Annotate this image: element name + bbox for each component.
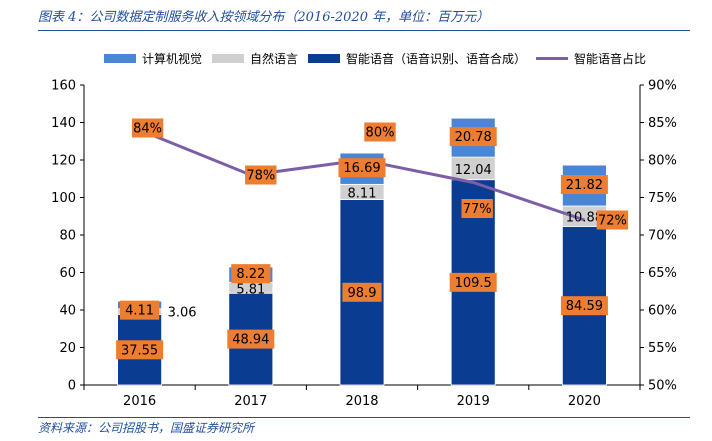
- data-label-voice-box: [227, 329, 275, 349]
- y-left-tick-label: 160: [51, 79, 76, 94]
- data-label-cv: 16.69: [343, 161, 380, 176]
- data-label-cv-box: [449, 127, 497, 147]
- data-label-voice: 37.55: [121, 343, 158, 358]
- data-label-share: 78%: [246, 169, 275, 184]
- y-right-tick-label: 75%: [648, 191, 677, 206]
- data-label-nlp: 10.88: [566, 211, 603, 226]
- x-tick-label: 2018: [345, 394, 378, 409]
- y-left-tick-label: 0: [68, 379, 76, 394]
- data-label-nlp: 5.81: [236, 282, 265, 297]
- data-label-share-box: [364, 122, 396, 142]
- data-label-cv-box: [231, 264, 271, 284]
- data-label-share: 80%: [366, 126, 395, 141]
- chart-title: 图表 4：公司数据定制服务收入按领域分布（2016-2020 年，单位：百万元）: [38, 10, 490, 25]
- data-label-voice: 84.59: [566, 299, 603, 314]
- legend-swatch: [308, 54, 341, 63]
- data-label-share: 77%: [463, 202, 492, 217]
- data-label-nlp: 3.06: [168, 305, 197, 320]
- x-tick-label: 2017: [234, 394, 267, 409]
- data-label-cv-box: [120, 300, 160, 320]
- data-label-voice: 109.5: [455, 276, 492, 291]
- legend-swatch: [104, 54, 136, 63]
- data-label-share: 84%: [133, 122, 162, 137]
- y-right-tick-label: 90%: [648, 79, 677, 94]
- data-label-share: 72%: [598, 214, 627, 229]
- data-label-nlp: 8.11: [348, 186, 377, 201]
- data-label-share-box: [245, 165, 277, 185]
- data-label-voice-box: [449, 272, 497, 292]
- x-tick-label: 2020: [568, 394, 601, 409]
- data-label-voice: 48.94: [232, 333, 269, 348]
- data-label-share-box: [461, 199, 493, 218]
- data-label-cv-box: [560, 175, 608, 195]
- y-right-tick-label: 70%: [648, 229, 677, 244]
- y-left-tick-label: 60: [59, 266, 76, 281]
- legend-label: 智能语音占比: [574, 51, 646, 66]
- header-rule: [38, 30, 690, 31]
- legend-label: 自然语言: [250, 51, 298, 66]
- y-right-tick-label: 80%: [648, 154, 677, 169]
- y-right-tick-label: 65%: [648, 266, 677, 281]
- y-left-tick-label: 80: [59, 229, 76, 244]
- y-left-tick-label: 100: [51, 191, 76, 206]
- x-tick-label: 2019: [457, 394, 490, 409]
- data-label-cv: 8.22: [236, 267, 265, 282]
- y-left-tick-label: 120: [51, 154, 76, 169]
- y-right-tick-label: 50%: [648, 379, 677, 394]
- x-tick-label: 2016: [123, 394, 156, 409]
- data-label-cv: 20.78: [455, 130, 492, 145]
- data-label-cv-box: [338, 158, 386, 178]
- y-left-tick-label: 20: [59, 341, 76, 356]
- data-label-cv: 21.82: [566, 178, 603, 193]
- data-label-nlp: 12.04: [455, 163, 492, 178]
- y-right-tick-label: 55%: [648, 341, 677, 356]
- data-label-voice-box: [342, 282, 382, 302]
- data-label-share-box: [596, 210, 629, 230]
- legend-swatch: [212, 54, 245, 63]
- source-note: 资料来源：公司招股书，国盛证券研究所: [38, 421, 255, 435]
- y-left-tick-label: 140: [51, 116, 76, 131]
- legend-label: 智能语音（语音识别、语音合成）: [346, 51, 526, 66]
- legend-label: 计算机视觉: [142, 51, 202, 66]
- y-right-tick-label: 60%: [648, 304, 677, 319]
- data-label-cv: 4.11: [125, 304, 154, 319]
- footer-rule: [38, 417, 690, 418]
- data-label-voice: 98.9: [348, 286, 377, 301]
- data-label-voice-box: [116, 340, 164, 360]
- y-left-tick-label: 40: [59, 304, 76, 319]
- data-label-share-box: [131, 118, 164, 138]
- y-right-tick-label: 85%: [648, 116, 677, 131]
- data-label-voice-box: [560, 296, 608, 316]
